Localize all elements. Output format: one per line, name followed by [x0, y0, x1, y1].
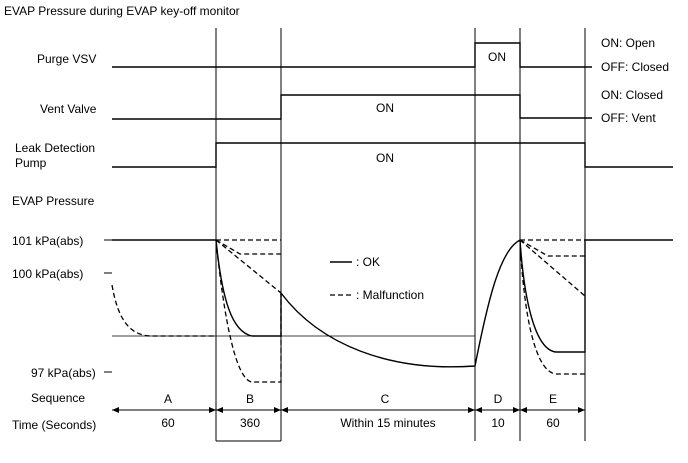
- legend-ok-label: : OK: [356, 255, 380, 269]
- evap-pressure-label: EVAP Pressure: [12, 194, 95, 208]
- phase-e-time: 60: [546, 416, 560, 430]
- pump-signal-line: [112, 142, 673, 168]
- arrow-a-right: [209, 407, 216, 413]
- purge-vsv-signal-line: [112, 42, 592, 68]
- vent-valve-label: Vent Valve: [40, 102, 97, 116]
- malfunction-curve-a: [111, 284, 216, 337]
- time-label: Time (Seconds): [12, 418, 96, 432]
- purge-vsv-state-off: OFF: Closed: [601, 60, 669, 74]
- malfunction-curve-b-lower: [215, 239, 282, 383]
- phase-boundaries: [215, 28, 586, 442]
- pump-on-label: ON: [376, 151, 394, 165]
- phase-c-label: C: [381, 392, 390, 406]
- arrow-e-left: [520, 407, 527, 413]
- pump-label-line2: Pump: [15, 156, 47, 170]
- malfunction-curve-e-lower: [519, 239, 585, 375]
- pressure-100-label: 100 kPa(abs): [12, 267, 83, 281]
- arrow-b-right: [274, 407, 281, 413]
- phase-a-label: A: [164, 392, 172, 406]
- purge-vsv-label: Purge VSV: [37, 52, 96, 66]
- phase-a-time: 60: [161, 416, 175, 430]
- diagram-title: EVAP Pressure during EVAP key-off monito…: [4, 4, 240, 18]
- phase-b-label: B: [246, 392, 254, 406]
- arrow-a-left: [112, 407, 119, 413]
- arrow-e-right: [578, 407, 585, 413]
- arrow-d-right: [513, 407, 520, 413]
- arrow-c-left: [281, 407, 288, 413]
- phase-c-time: Within 15 minutes: [340, 416, 435, 430]
- pressure-curve-ok: [112, 238, 673, 368]
- arrow-d-left: [475, 407, 482, 413]
- sequence-label: Sequence: [31, 391, 85, 405]
- purge-vsv-on-label: ON: [488, 50, 506, 64]
- malfunction-curve-b-diagonal: [215, 239, 282, 294]
- vent-valve-signal-line: [112, 94, 592, 120]
- phase-b-time: 360: [240, 416, 260, 430]
- phase-d-label: D: [494, 392, 503, 406]
- pump-label-line1: Leak Detection: [15, 141, 95, 155]
- pressure-101-label: 101 kPa(abs): [12, 234, 83, 248]
- phase-e-label: E: [549, 392, 557, 406]
- phase-d-time: 10: [491, 416, 505, 430]
- malfunction-curves: [111, 239, 586, 383]
- purge-vsv-state-on: ON: Open: [601, 36, 655, 50]
- time-arrows: [112, 407, 585, 413]
- malfunction-curve-b-short: [215, 239, 281, 255]
- pressure-97-label: 97 kPa(abs): [31, 366, 96, 380]
- vent-valve-on-label: ON: [376, 101, 394, 115]
- legend-malfunction-label: : Malfunction: [356, 288, 424, 302]
- vent-valve-state-on: ON: Closed: [601, 88, 663, 102]
- malfunction-curve-e-diagonal: [519, 239, 586, 297]
- arrow-b-left: [216, 407, 223, 413]
- vent-valve-state-off: OFF: Vent: [601, 111, 656, 125]
- arrow-c-right: [468, 407, 475, 413]
- malfunction-curve-e-short: [519, 239, 585, 257]
